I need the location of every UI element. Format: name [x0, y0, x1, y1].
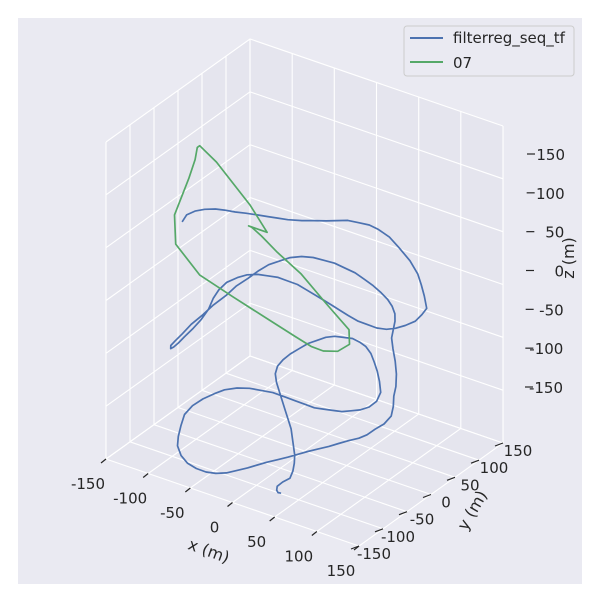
grid-line-y: [225, 56, 480, 461]
legend: filterreg_seq_tf 07: [403, 25, 575, 77]
z-tick-label: -100: [529, 340, 563, 358]
z-axis-label: z (m): [559, 237, 578, 279]
x-tick-label: 50: [247, 533, 266, 551]
z-tick-label: -50: [539, 301, 564, 319]
z-tick-label: 50: [545, 224, 564, 242]
axis-tick-labels: -150-150-150-100-100-100-50 -50-500005050…: [71, 146, 565, 580]
series-layer: [169, 144, 428, 494]
series-line-1: [169, 208, 428, 494]
y-tick: [494, 442, 504, 447]
axis-ticks: [100, 153, 535, 551]
x-tick: [311, 531, 318, 536]
y-tick-label: -100: [381, 528, 415, 546]
x-tick: [142, 473, 149, 478]
x-tick-label: -50: [160, 504, 185, 522]
y-tick-label: 50: [460, 476, 479, 494]
z-tick-label: 150: [536, 146, 565, 164]
x-tick: [100, 458, 107, 464]
grid-line-y: [249, 39, 504, 444]
axis-panes: [106, 39, 503, 546]
legend-box: [403, 25, 575, 77]
x-tick: [269, 516, 276, 522]
z-tick-label: 0: [554, 263, 564, 281]
x-tick: [353, 545, 360, 551]
grid-lines: [105, 38, 504, 547]
x-tick-label: 0: [210, 519, 220, 537]
x-tick-label: -100: [113, 490, 147, 508]
y-tick-label: -150: [357, 545, 391, 563]
x-tick-label: 100: [285, 548, 314, 566]
legend-label-filterreg-seq-tf: filterreg_seq_tf: [453, 29, 566, 48]
y-tick: [374, 528, 384, 533]
y-tick-label: -50: [410, 511, 435, 529]
y-tick: [446, 476, 456, 481]
y-tick-label: 0: [441, 494, 451, 512]
x-tick: [184, 487, 191, 493]
series-line-2: [173, 144, 351, 353]
y-tick: [470, 459, 480, 464]
z-tick-label: -150: [529, 379, 563, 397]
legend-label-07: 07: [453, 54, 472, 72]
x-tick: [227, 502, 233, 507]
x-tick-label: 150: [327, 562, 356, 580]
y-tick-label: 100: [480, 459, 509, 477]
z-tick-label: 100: [536, 185, 565, 203]
x-tick-label: -150: [71, 475, 105, 493]
y-tick-label: 150: [504, 442, 533, 460]
y-tick: [422, 493, 432, 499]
grid-line-z: [105, 38, 504, 143]
y-tick: [398, 511, 408, 516]
